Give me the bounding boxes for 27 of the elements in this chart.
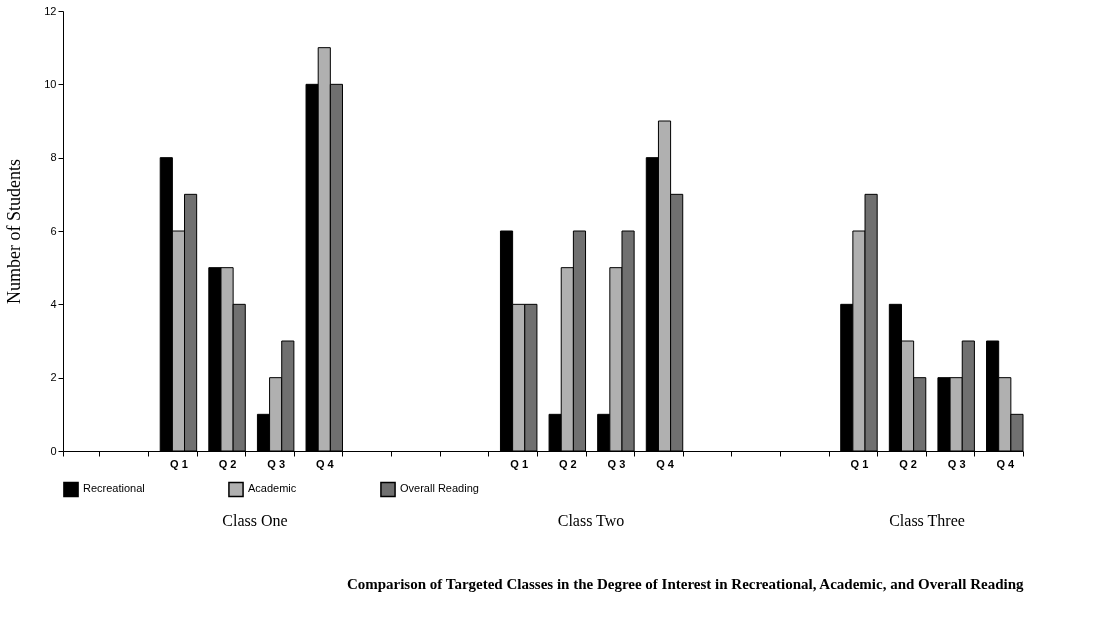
y-tick-label: 0 xyxy=(50,444,57,457)
x-tick-label: Q 1 xyxy=(850,457,869,470)
x-tick-label: Q 4 xyxy=(315,457,335,470)
y-tick-label: 2 xyxy=(50,371,57,384)
y-tick-label: 6 xyxy=(50,224,57,237)
text: Comparison of Targeted Classes in the Degree of Interest in Recreational, Academic, and Overall Reading xyxy=(346,576,1024,592)
y-tick-label: 4 xyxy=(50,297,57,310)
legend-label: Recreational xyxy=(83,482,145,495)
x-tick-label: Q 4 xyxy=(996,457,1016,470)
x-tick-label: Q 1 xyxy=(510,457,529,470)
x-tick-label: Q 2 xyxy=(899,457,917,470)
x-tick-label: Q 3 xyxy=(947,457,966,470)
text: Class Three xyxy=(889,512,965,529)
x-tick-label: Q 3 xyxy=(607,457,626,470)
y-tick-label: 12 xyxy=(44,4,57,17)
legend-label: Overall Reading xyxy=(400,482,479,495)
x-tick-label: Q 3 xyxy=(267,457,286,470)
x-tick-label: Q 2 xyxy=(218,457,237,470)
text: Class Two xyxy=(557,512,625,529)
x-tick-label: Q 2 xyxy=(558,457,577,470)
legend-label: Academic xyxy=(248,482,297,495)
x-tick-label: Q 1 xyxy=(170,457,188,470)
y-tick-label: 8 xyxy=(50,151,57,164)
y-tick-label: 10 xyxy=(44,77,57,90)
x-tick-label: Q 4 xyxy=(656,457,675,470)
text: Class One xyxy=(222,512,288,529)
y-axis-title: Number of Students xyxy=(4,159,25,304)
